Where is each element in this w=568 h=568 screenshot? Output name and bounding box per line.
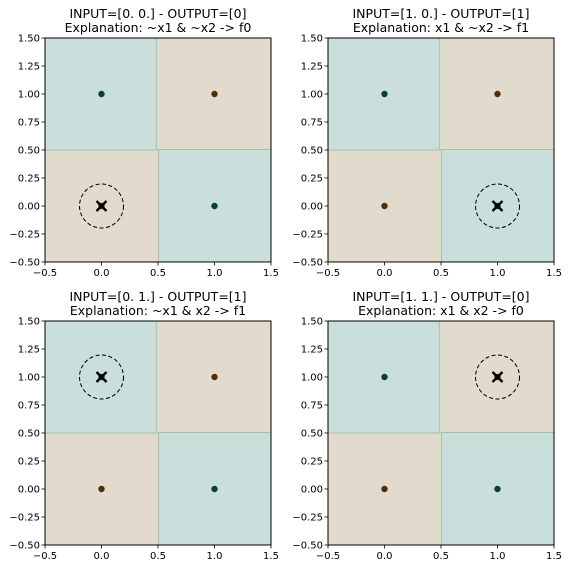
chart-subtitle: Explanation: x1 & ~x2 -> f1: [353, 20, 529, 35]
data-point: [98, 485, 105, 493]
highlight-marker: [491, 371, 504, 383]
chart-title: INPUT=[1. 1.] - OUTPUT=[0]: [353, 289, 530, 304]
y-tick-label: 0.75: [301, 118, 323, 129]
y-tick-label: 0.25: [18, 457, 40, 468]
y-tick-label: 0.00: [18, 485, 40, 496]
data-point: [381, 202, 388, 210]
y-tick-label: 1.50: [301, 34, 323, 45]
y-tick-label: 0.75: [18, 118, 40, 129]
x-tick-label: 1.5: [546, 551, 562, 562]
data-point: [494, 90, 501, 98]
y-tick-label: 0.50: [301, 146, 323, 157]
chart-subtitle: Explanation: ~x1 & ~x2 -> f0: [65, 20, 252, 35]
x-tick-label: 1.0: [490, 268, 506, 279]
x-tick-label: 0.5: [433, 268, 449, 279]
y-tick-label: 0.25: [301, 174, 323, 185]
subplot-3: −0.5 0.0 0.5 1.0 1.5 1.50 1.25 1.00 0.75 0.50 0.25…: [9, 289, 279, 562]
x-tick-label: 1.5: [263, 268, 279, 279]
x-tick-label: −0.5: [33, 551, 57, 562]
y-tick-label: 0.00: [301, 485, 323, 496]
data-point: [381, 373, 388, 381]
highlight-circle: [79, 354, 124, 400]
highlight-marker: [95, 200, 108, 212]
highlight-marker: [491, 200, 504, 212]
data-point: [381, 485, 388, 493]
data-point: [381, 90, 388, 98]
highlight-circle: [475, 354, 520, 400]
chart-title: INPUT=[0. 0.] - OUTPUT=[0]: [70, 6, 247, 21]
y-tick-label: 0.75: [301, 401, 323, 412]
x-tick-label: −0.5: [33, 268, 57, 279]
x-tick-label: 1.5: [263, 551, 279, 562]
x-tick-label: 1.5: [546, 268, 562, 279]
x-tick-label: 0.5: [150, 268, 166, 279]
x-tick-label: 0.5: [150, 551, 166, 562]
y-tick-label: 1.00: [18, 373, 40, 384]
y-tick-label: −0.25: [292, 230, 323, 241]
data-point: [494, 485, 501, 493]
x-tick-label: −0.5: [316, 551, 340, 562]
data-point: [211, 202, 218, 210]
x-tick-label: 0.0: [94, 551, 110, 562]
y-tick-label: 0.25: [301, 457, 323, 468]
highlight-circle: [475, 183, 520, 229]
data-point: [211, 90, 218, 98]
y-tick-label: 0.75: [18, 401, 40, 412]
x-tick-label: −0.5: [316, 268, 340, 279]
x-tick-label: 1.0: [207, 268, 223, 279]
x-tick-label: 0.0: [377, 551, 393, 562]
y-tick-label: 0.50: [18, 429, 40, 440]
y-tick-label: −0.50: [9, 541, 40, 552]
x-tick-label: 0.5: [433, 551, 449, 562]
y-tick-label: 1.50: [18, 34, 40, 45]
y-tick-label: −0.25: [9, 513, 40, 524]
x-tick-label: 0.0: [94, 268, 110, 279]
y-tick-label: 1.50: [18, 317, 40, 328]
y-tick-label: 0.50: [18, 146, 40, 157]
y-tick-label: 1.00: [18, 90, 40, 101]
y-tick-label: 1.25: [18, 62, 40, 73]
y-tick-label: 1.25: [18, 345, 40, 356]
y-tick-label: −0.25: [9, 230, 40, 241]
y-tick-label: 1.50: [301, 317, 323, 328]
data-point: [211, 485, 218, 493]
y-tick-label: −0.50: [292, 541, 323, 552]
chart-title: INPUT=[0. 1.] - OUTPUT=[1]: [70, 289, 247, 304]
y-tick-label: −0.50: [9, 258, 40, 269]
x-tick-label: 0.0: [377, 268, 393, 279]
y-tick-label: 1.25: [301, 62, 323, 73]
x-tick-label: 1.0: [490, 551, 506, 562]
highlight-marker: [95, 371, 108, 383]
chart-title: INPUT=[1. 0.] - OUTPUT=[1]: [353, 6, 530, 21]
data-point: [98, 90, 105, 98]
y-tick-label: 0.50: [301, 429, 323, 440]
y-tick-label: −0.25: [292, 513, 323, 524]
chart-subtitle: Explanation: x1 & x2 -> f0: [358, 303, 524, 318]
highlight-circle: [79, 183, 124, 229]
y-tick-label: 1.00: [301, 90, 323, 101]
y-tick-label: 1.00: [301, 373, 323, 384]
subplot-1: −0.5 0.0 0.5 1.0 1.5 1.50 1.25 1.00 0.75 0.50 0.25…: [9, 6, 279, 279]
subplot-4: −0.5 0.0 0.5 1.0 1.5 1.50 1.25 1.00 0.75 0.50 0.25…: [292, 289, 562, 562]
y-tick-label: 0.00: [18, 202, 40, 213]
y-tick-label: −0.50: [292, 258, 323, 269]
subplot-2: −0.5 0.0 0.5 1.0 1.5 1.50 1.25 1.00 0.75 0.50 0.25…: [292, 6, 562, 279]
x-tick-label: 1.0: [207, 551, 223, 562]
chart-subtitle: Explanation: ~x1 & x2 -> f1: [70, 303, 246, 318]
y-tick-label: 0.00: [301, 202, 323, 213]
y-tick-label: 1.25: [301, 345, 323, 356]
y-tick-label: 0.25: [18, 174, 40, 185]
data-point: [211, 373, 218, 381]
